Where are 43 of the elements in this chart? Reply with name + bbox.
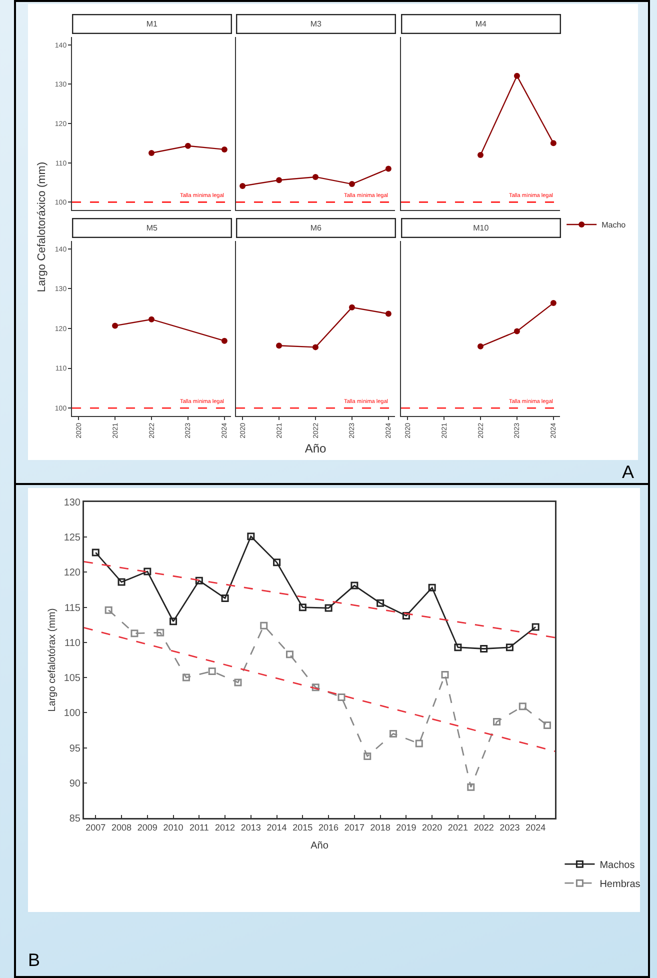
x-tick-label: 2014: [266, 822, 287, 832]
x-tick-label: 2009: [137, 822, 158, 832]
text: B: [28, 950, 40, 971]
y-tick-label: 120: [64, 568, 81, 579]
legend-label: Hembras: [600, 879, 640, 890]
x-tick-label: 2013: [240, 822, 261, 832]
x-axis-title: Año: [304, 441, 326, 456]
y-axis-title: Largo cefalotórax (mm): [47, 608, 58, 712]
x-tick-label: 2023: [500, 822, 520, 832]
chart-title: M5: [146, 224, 158, 233]
x-tick-label: 2021: [448, 822, 468, 832]
chart-title: M1: [146, 20, 158, 29]
y-tick-label: 95: [69, 743, 81, 754]
y-tick-label: 85: [69, 814, 81, 824]
y-tick-label: 100: [64, 708, 81, 720]
x-tick-label: 2010: [163, 822, 184, 832]
legend-label: Macho: [602, 220, 626, 230]
legend-label: Machos: [600, 860, 635, 871]
x-tick-label: 2018: [370, 822, 390, 832]
chart-title: M10: [473, 224, 490, 233]
x-tick-label: 2020: [422, 822, 442, 832]
x-tick-label: 2019: [396, 822, 416, 832]
y-tick-label: 130: [64, 498, 81, 508]
x-tick-label: 2007: [86, 822, 106, 832]
x-axis-title: Año: [310, 840, 329, 852]
y-tick-label: 110: [64, 638, 81, 649]
x-tick-label: 2011: [189, 822, 209, 832]
text: A: [622, 462, 634, 483]
x-tick-label: 2008: [112, 822, 132, 832]
x-tick-label: 2024: [526, 822, 546, 832]
y-tick-label: 105: [64, 673, 81, 684]
chart-title: M3: [310, 20, 322, 29]
y-axis-title: Largo Cefalotoráxico (mm): [36, 162, 48, 292]
chart-title: M6: [310, 224, 322, 233]
x-tick-label: 2016: [318, 822, 339, 832]
x-tick-label: 2012: [215, 822, 236, 832]
y-tick-label: 115: [64, 602, 81, 614]
y-tick-label: 125: [64, 532, 81, 544]
x-tick-label: 2022: [474, 822, 494, 832]
x-tick-label: 2017: [344, 822, 364, 832]
x-tick-label: 2015: [292, 822, 313, 832]
y-tick-label: 90: [69, 778, 81, 790]
chart-title: M4: [475, 20, 488, 29]
